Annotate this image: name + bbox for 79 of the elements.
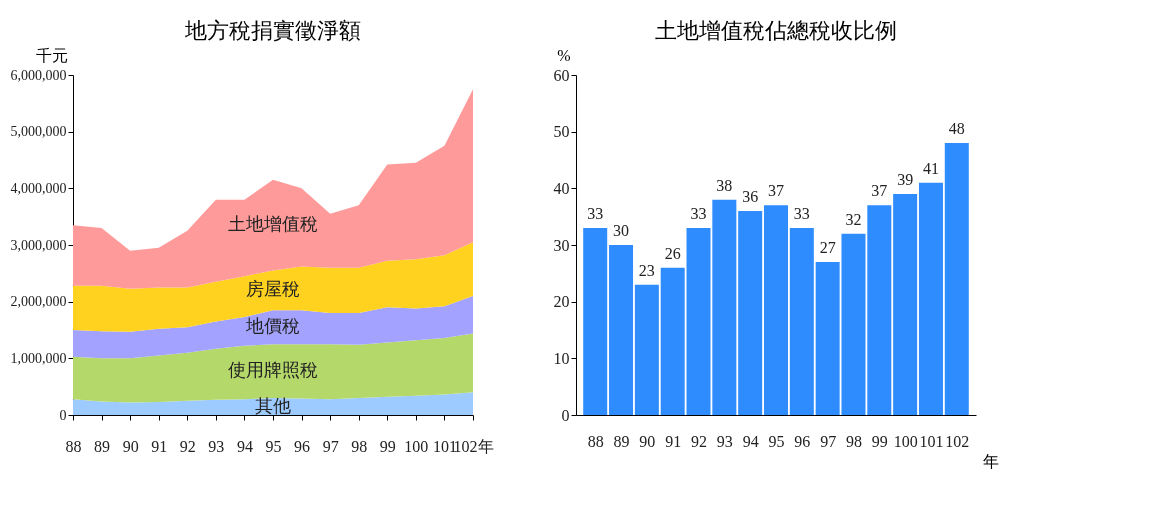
x-tick-label: 97	[322, 437, 339, 455]
x-tick-label: 98	[845, 432, 862, 450]
x-tick-label: 101	[919, 432, 944, 450]
x-tick-label: 95	[265, 437, 282, 455]
x-tick-label: 90	[639, 432, 656, 450]
y-tick-label: 20	[553, 293, 570, 311]
x-tick-label: 100	[404, 437, 429, 455]
bar	[764, 205, 788, 415]
x-tick-label: 97	[820, 432, 837, 450]
y-tick-label: 6,000,000	[10, 67, 67, 83]
data-label: 39	[897, 171, 914, 188]
x-tick-label: 95	[768, 432, 785, 450]
bar	[789, 228, 814, 415]
x-tick-label: 94	[236, 437, 253, 455]
x-tick-label: 89	[94, 437, 111, 455]
series-label: 使用牌照稅	[228, 360, 318, 381]
chart-title: 地方稅捐實徵淨額	[184, 18, 361, 43]
data-label: 32	[845, 210, 862, 228]
series-label: 房屋稅	[246, 279, 300, 300]
data-label: 30	[613, 222, 630, 239]
x-tick-label: 93	[716, 432, 733, 450]
chart-title: 土地增值稅佔總稅收比例	[655, 18, 897, 43]
bar	[634, 284, 659, 415]
x-tick-label: 92	[691, 432, 708, 450]
bar	[583, 228, 608, 415]
x-tick-label: 88	[587, 432, 604, 450]
bar	[738, 211, 763, 415]
y-tick-label: 50	[553, 123, 570, 141]
bar	[609, 245, 634, 415]
x-tick-label: 88	[65, 437, 82, 455]
data-label: 48	[948, 120, 965, 137]
x-tick-label: 96	[794, 432, 811, 450]
data-label: 37	[768, 182, 784, 200]
series-label: 土地增值稅	[228, 214, 318, 235]
data-label: 33	[690, 205, 707, 222]
data-label: 38	[716, 176, 733, 194]
y-tick-label: 40	[553, 179, 570, 197]
data-label: 23	[638, 261, 655, 279]
y-tick-label: 0	[59, 407, 67, 423]
x-tick-label: 102	[945, 432, 970, 450]
x-tick-label: 96	[294, 437, 311, 455]
y-tick-label: 1,000,000	[10, 350, 67, 366]
bar	[918, 182, 943, 415]
y-axis-title: %	[557, 46, 571, 64]
series-label: 地價稅	[245, 316, 300, 337]
data-label: 33	[587, 205, 604, 222]
x-tick-label: 89	[613, 432, 630, 450]
data-label: 27	[819, 239, 836, 256]
data-label: 26	[664, 244, 681, 262]
y-tick-label: 60	[553, 66, 570, 84]
y-tick-label: 30	[553, 236, 570, 254]
x-tick-label: 94	[742, 432, 759, 450]
data-label: 36	[742, 188, 759, 205]
y-tick-label: 10	[553, 349, 570, 367]
x-tick-label: 92	[179, 437, 196, 455]
y-tick-label: 2,000,000	[10, 294, 67, 310]
bar	[944, 143, 969, 415]
x-tick-label: 98	[351, 437, 368, 455]
y-axis-title: 千元	[35, 46, 68, 64]
x-tick-label: 91	[151, 437, 168, 455]
y-tick-label: 3,000,000	[10, 237, 67, 253]
bar	[660, 267, 685, 415]
x-tick-label: 99	[379, 437, 396, 455]
data-label: 37	[871, 182, 888, 200]
x-tick-label: 90	[122, 437, 139, 455]
y-tick-label: 5,000,000	[10, 124, 67, 140]
data-label: 33	[793, 205, 810, 222]
bar	[867, 205, 892, 415]
data-label: 41	[922, 159, 939, 177]
y-tick-label: 0	[561, 406, 570, 424]
y-tick-label: 4,000,000	[10, 180, 67, 196]
bar	[893, 194, 918, 415]
x-tick-label: 91	[665, 432, 682, 450]
x-tick-label: 100	[893, 432, 918, 450]
x-tick-label: 99	[871, 432, 888, 450]
x-axis-title: 年	[982, 452, 999, 470]
series-label: 其他	[255, 395, 291, 416]
x-tick-label: 101	[432, 437, 457, 455]
x-tick-label: 93	[208, 437, 225, 455]
